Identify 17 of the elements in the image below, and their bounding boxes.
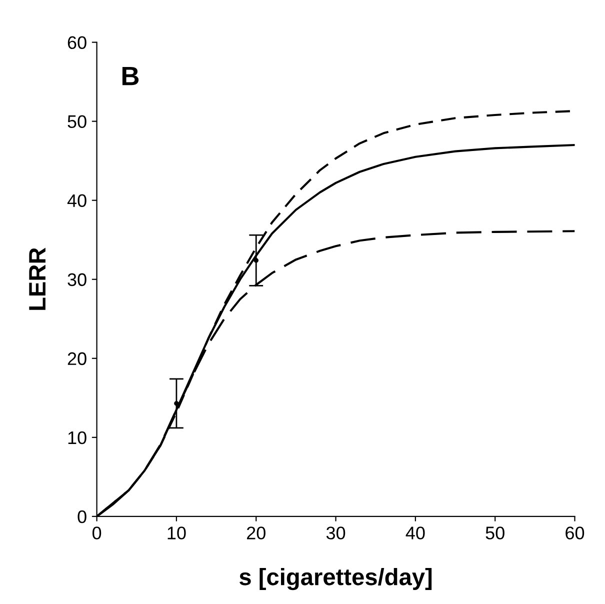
y-tick-label: 50 xyxy=(68,115,86,128)
y-tick-label: 30 xyxy=(68,273,86,286)
x-tick-label: 30 xyxy=(326,526,346,540)
x-tick-label: 40 xyxy=(406,526,425,540)
y-tick-label: 60 xyxy=(68,36,86,49)
x-tick-label: 50 xyxy=(486,526,504,540)
x-tick-label: 10 xyxy=(168,526,186,540)
annotation: B xyxy=(122,66,139,86)
x-tick-label: 20 xyxy=(246,526,266,540)
y-tick-label: 40 xyxy=(67,194,86,208)
x-tick-label: 60 xyxy=(566,526,584,540)
y-tick-label: 20 xyxy=(68,352,86,366)
y-axis-title: LERR xyxy=(29,248,46,310)
y-tick-label: 10 xyxy=(68,431,86,444)
y-tick-label: 0 xyxy=(78,510,86,524)
x-axis-title: s [cigarettes/day] xyxy=(240,568,432,590)
x-tick-label: 0 xyxy=(92,526,102,540)
